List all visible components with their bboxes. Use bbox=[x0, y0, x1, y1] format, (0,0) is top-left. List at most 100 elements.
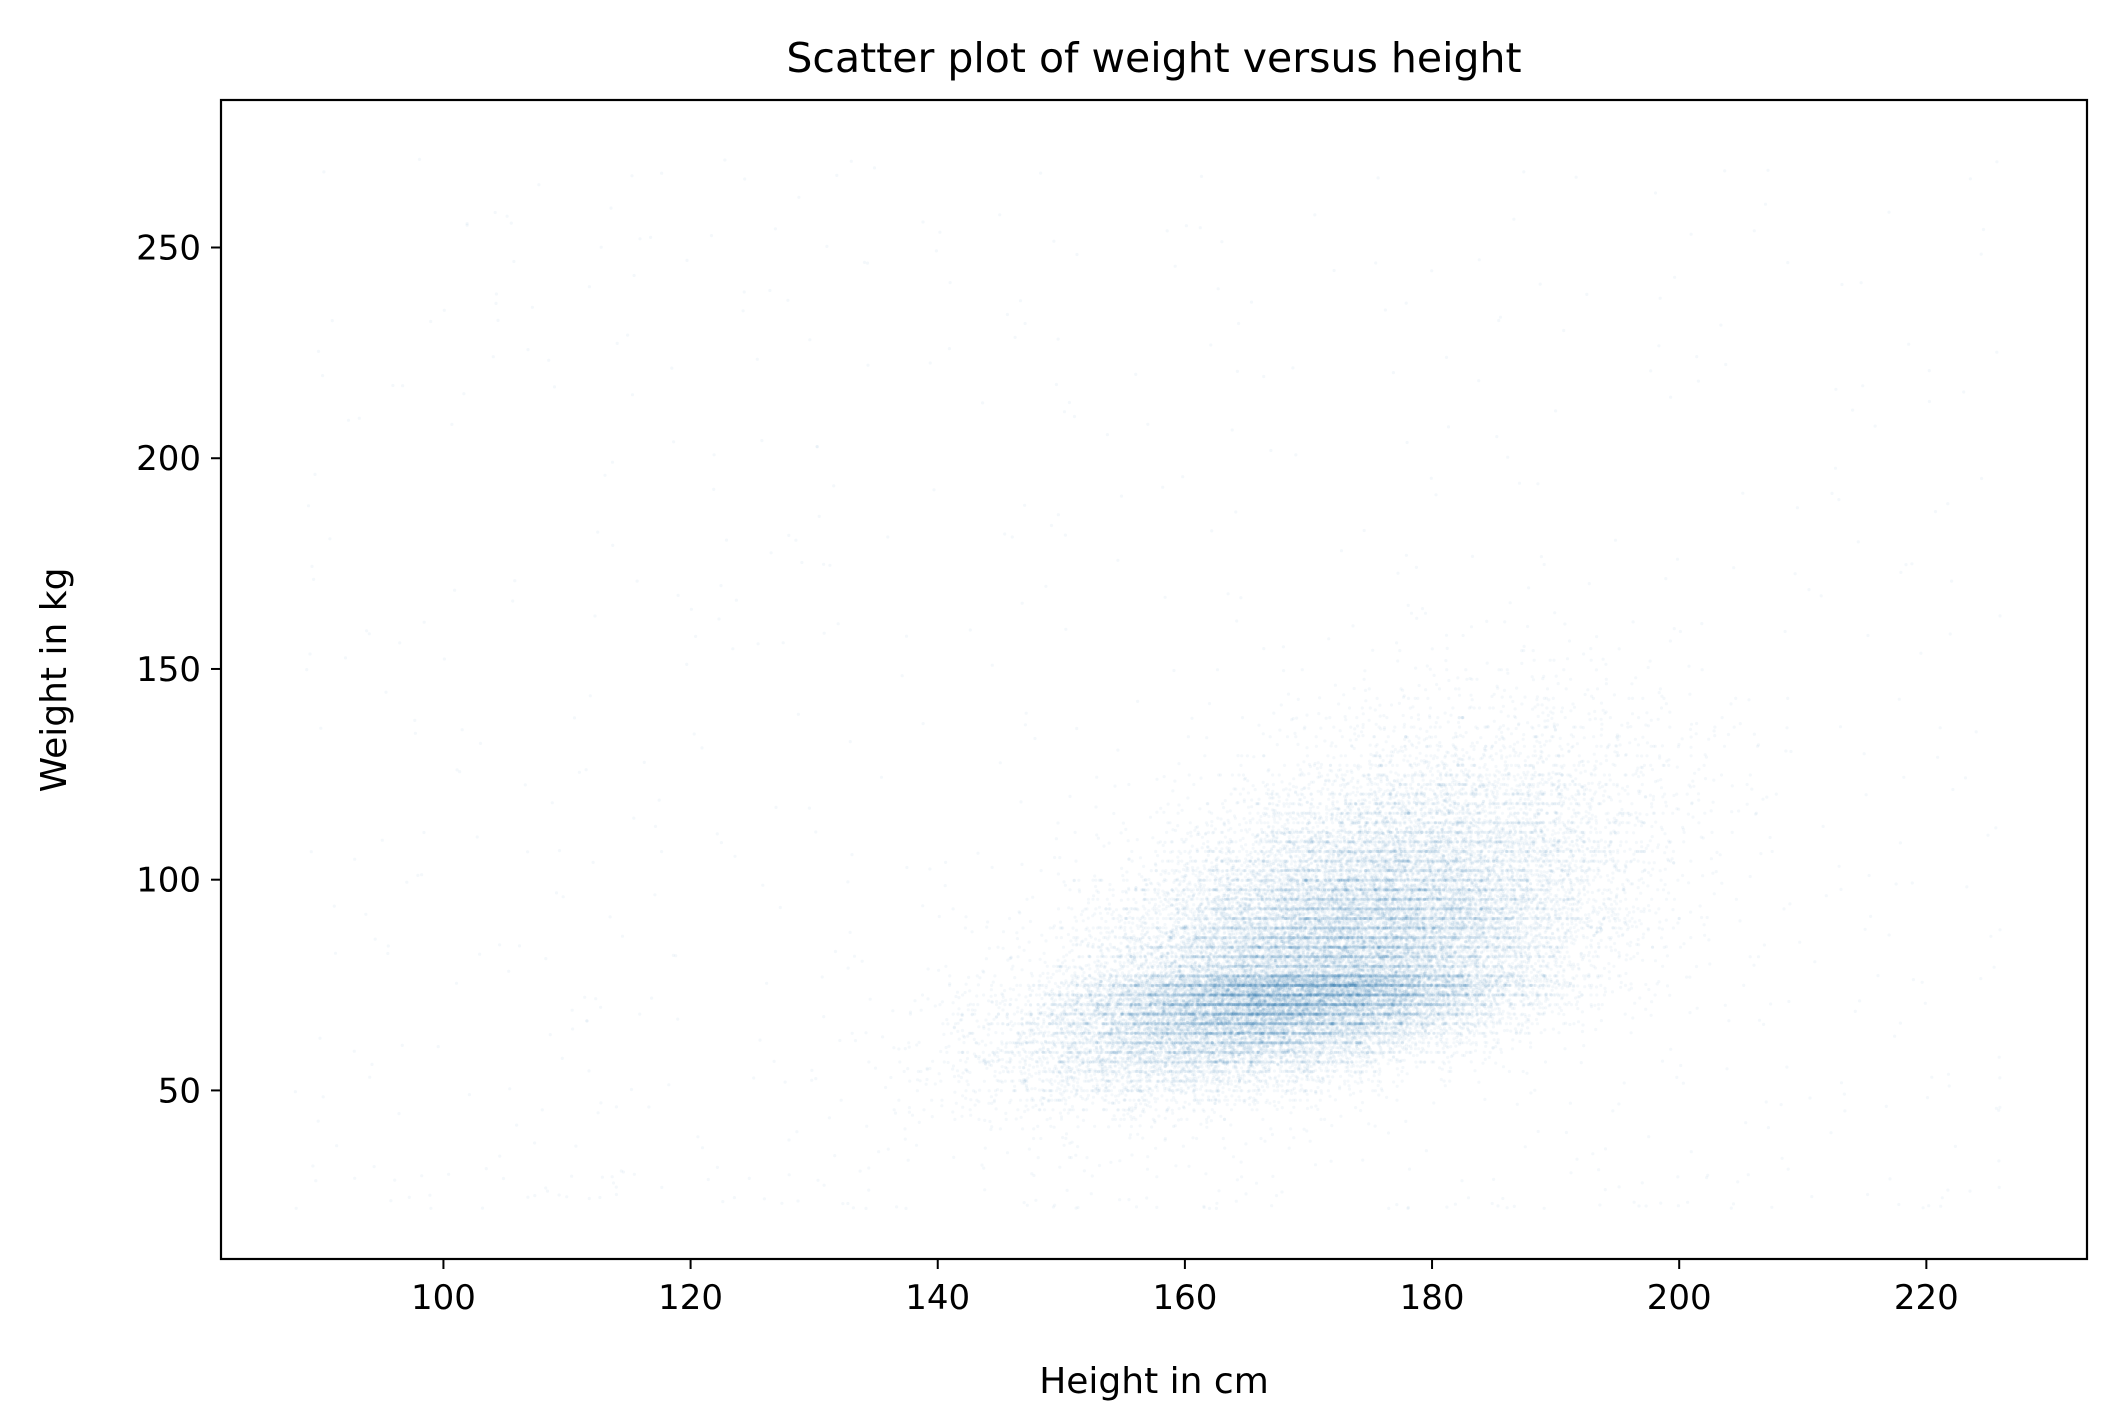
scatter-point bbox=[1250, 805, 1253, 808]
scatter-point bbox=[938, 231, 941, 234]
scatter-point bbox=[685, 663, 688, 666]
scatter-point bbox=[1238, 823, 1241, 826]
scatter-point bbox=[1233, 1103, 1236, 1106]
scatter-point bbox=[1015, 931, 1018, 934]
scatter-point bbox=[347, 419, 350, 422]
scatter-point bbox=[716, 832, 719, 835]
scatter-point bbox=[1192, 903, 1195, 906]
scatter-point bbox=[374, 938, 377, 941]
scatter-point bbox=[1127, 898, 1130, 901]
scatter-point bbox=[1700, 916, 1703, 919]
scatter-point bbox=[1544, 1060, 1547, 1063]
scatter-point bbox=[1552, 659, 1555, 662]
scatter-point bbox=[1719, 324, 1722, 327]
scatter-point bbox=[1576, 835, 1579, 838]
scatter-point bbox=[1369, 706, 1372, 709]
scatter-point bbox=[1593, 753, 1596, 756]
scatter-point bbox=[787, 1138, 790, 1141]
scatter-point bbox=[887, 1148, 890, 1151]
scatter-point bbox=[952, 1156, 955, 1159]
scatter-point bbox=[1182, 969, 1185, 972]
scatter-point bbox=[1377, 176, 1380, 179]
scatter-point bbox=[1587, 782, 1590, 785]
scatter-point bbox=[1204, 850, 1207, 853]
scatter-point bbox=[1547, 754, 1550, 757]
scatter-point bbox=[1327, 1089, 1330, 1092]
scatter-point bbox=[1512, 806, 1515, 809]
scatter-point bbox=[1433, 674, 1436, 677]
scatter-point bbox=[1611, 990, 1614, 993]
scatter-point bbox=[1600, 745, 1603, 748]
scatter-point bbox=[1135, 1205, 1138, 1208]
scatter-point bbox=[1031, 896, 1034, 899]
scatter-point bbox=[1540, 751, 1543, 754]
scatter-point bbox=[1619, 743, 1622, 746]
scatter-point bbox=[599, 1101, 602, 1104]
scatter-point bbox=[588, 285, 591, 288]
scatter-point bbox=[1445, 634, 1448, 637]
scatter-point bbox=[1536, 883, 1539, 886]
scatter-point bbox=[1369, 767, 1372, 770]
scatter-point bbox=[1650, 1014, 1653, 1017]
scatter-point bbox=[847, 967, 850, 970]
scatter-point bbox=[1820, 594, 1823, 597]
scatter-point bbox=[1067, 933, 1070, 936]
scatter-point bbox=[1053, 856, 1056, 859]
scatter-point bbox=[1207, 854, 1210, 857]
scatter-point bbox=[1951, 788, 1954, 791]
scatter-point bbox=[1136, 952, 1139, 955]
scatter-point bbox=[1506, 1206, 1509, 1209]
scatter-point bbox=[1558, 745, 1561, 748]
scatter-point bbox=[1557, 1012, 1560, 1015]
scatter-point bbox=[990, 1095, 993, 1098]
scatter-point bbox=[1930, 1076, 1933, 1079]
scatter-point bbox=[1248, 1097, 1251, 1100]
scatter-point bbox=[1551, 989, 1554, 992]
scatter-point bbox=[1439, 778, 1442, 781]
scatter-point bbox=[1082, 971, 1085, 974]
scatter-point bbox=[1541, 711, 1544, 714]
scatter-point bbox=[1626, 785, 1629, 788]
scatter-point bbox=[1173, 780, 1176, 783]
scatter-point bbox=[1326, 788, 1329, 791]
scatter-point bbox=[1252, 1083, 1255, 1086]
scatter-point bbox=[1272, 712, 1275, 715]
scatter-point bbox=[1108, 883, 1111, 886]
scatter-point bbox=[1139, 1102, 1142, 1105]
scatter-point bbox=[1107, 1125, 1110, 1128]
scatter-point bbox=[479, 742, 482, 745]
scatter-point bbox=[1602, 658, 1605, 661]
scatter-point bbox=[1407, 697, 1410, 700]
scatter-point bbox=[1724, 363, 1727, 366]
scatter-point bbox=[1232, 1155, 1235, 1158]
scatter-point bbox=[1126, 1112, 1129, 1115]
scatter-point bbox=[1046, 1118, 1049, 1121]
scatter-point bbox=[1335, 817, 1338, 820]
chart-title: Scatter plot of weight versus height bbox=[786, 34, 1521, 82]
scatter-point bbox=[615, 1193, 618, 1196]
scatter-point bbox=[1036, 1065, 1039, 1068]
scatter-point bbox=[1701, 668, 1704, 671]
scatter-point bbox=[1159, 807, 1162, 810]
scatter-point bbox=[1636, 907, 1639, 910]
scatter-point bbox=[1145, 1099, 1148, 1102]
scatter-point bbox=[1067, 1112, 1070, 1115]
scatter-point bbox=[1560, 912, 1563, 915]
scatter-point bbox=[1039, 172, 1042, 175]
scatter-point bbox=[953, 1075, 956, 1078]
scatter-point bbox=[1053, 1080, 1056, 1083]
scatter-point bbox=[1036, 1125, 1039, 1128]
scatter-point bbox=[915, 1144, 918, 1147]
scatter-point bbox=[1434, 493, 1437, 496]
scatter-point bbox=[952, 1013, 955, 1016]
scatter-point bbox=[510, 222, 513, 225]
scatter-point bbox=[1378, 704, 1381, 707]
scatter-point bbox=[1129, 926, 1132, 929]
scatter-point bbox=[908, 1080, 911, 1083]
scatter-point bbox=[1272, 825, 1275, 828]
scatter-point bbox=[1059, 1112, 1062, 1115]
scatter-point bbox=[1337, 702, 1340, 705]
scatter-point bbox=[1429, 668, 1432, 671]
scatter-point bbox=[1315, 745, 1318, 748]
scatter-point bbox=[1616, 860, 1619, 863]
